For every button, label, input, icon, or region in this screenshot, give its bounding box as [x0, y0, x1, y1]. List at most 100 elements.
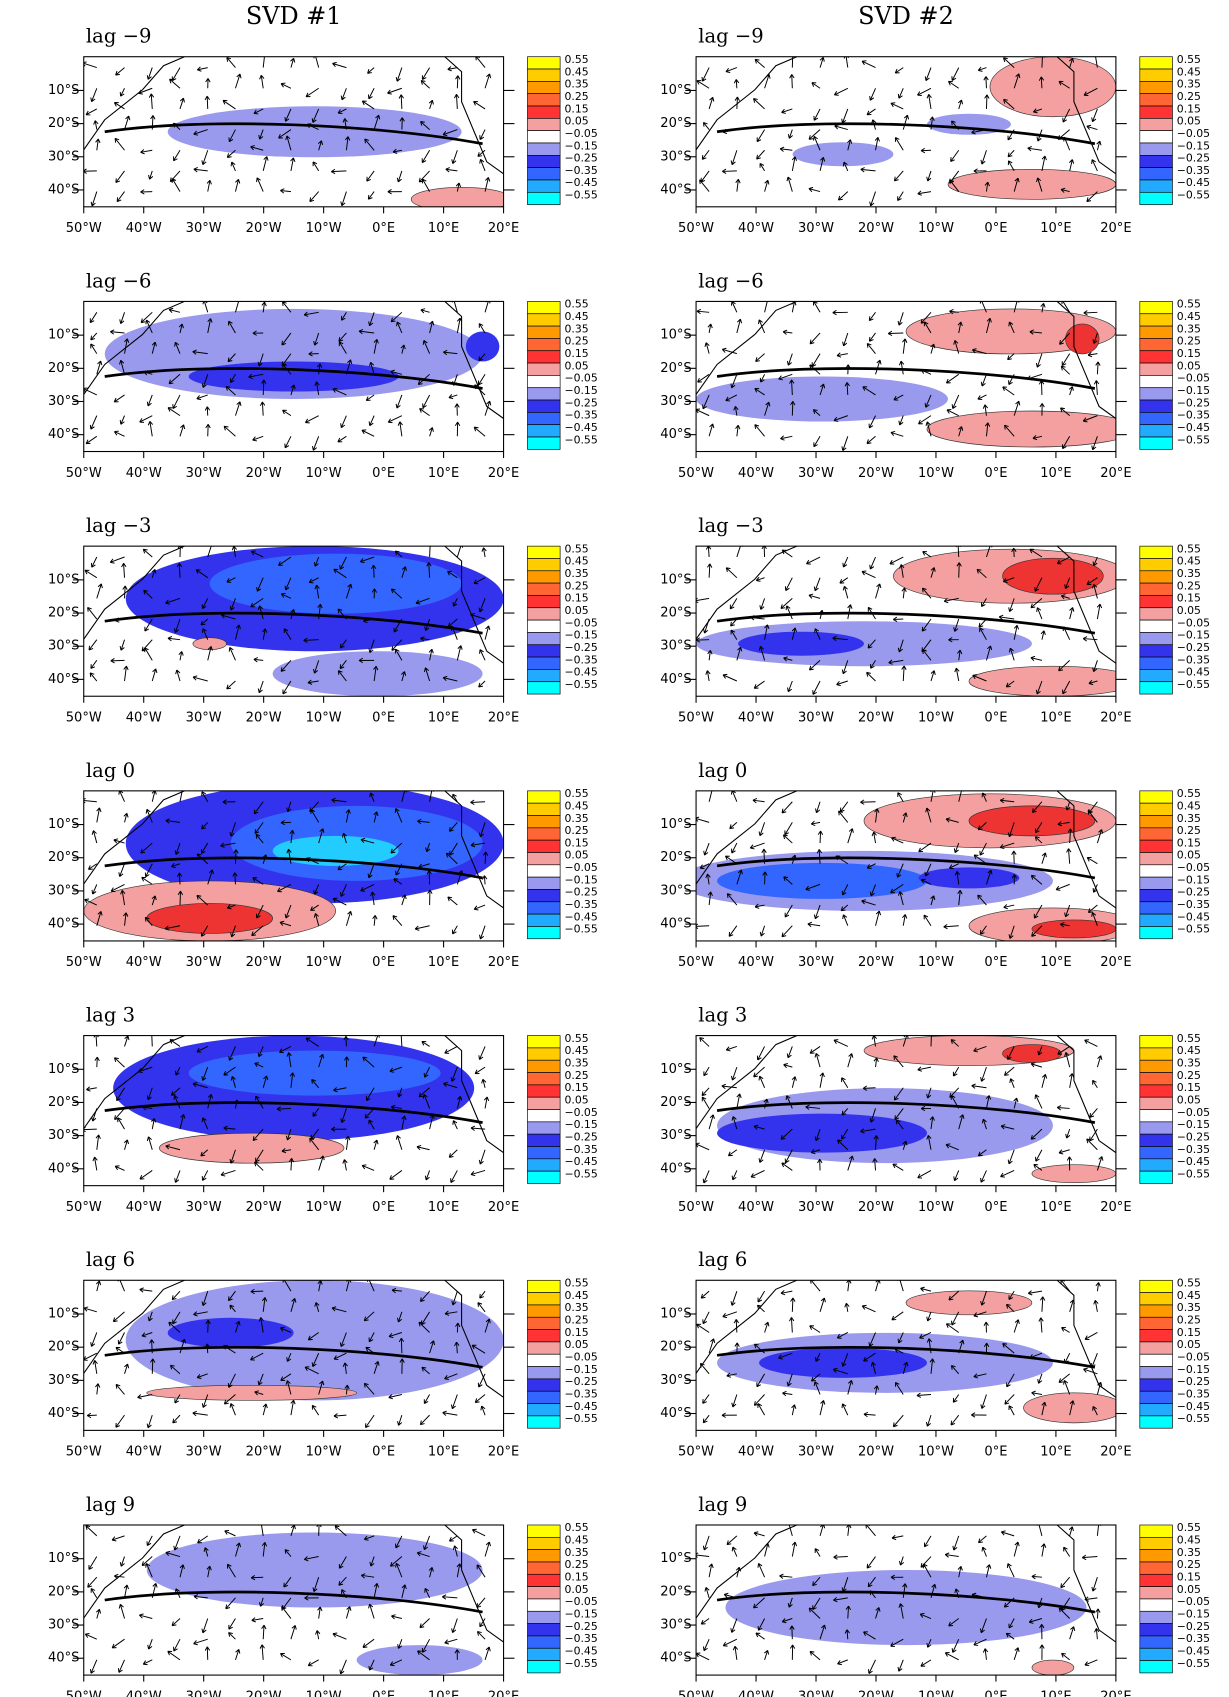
colorbar-label: 0.55 — [1177, 542, 1201, 555]
colorbar-box — [1139, 1378, 1173, 1392]
colorbar-label: −0.15 — [1177, 1118, 1210, 1131]
panel-frame — [83, 1279, 505, 1431]
x-axis-label: 0°E — [984, 710, 1007, 725]
map-content — [83, 301, 504, 451]
wind-arrow — [732, 1645, 739, 1660]
colorbar-label: −0.45 — [564, 1645, 597, 1658]
wind-arrow — [170, 1087, 181, 1096]
wind-arrow — [360, 1573, 375, 1579]
colorbar-label: −0.25 — [1177, 396, 1210, 409]
wind-arrow — [124, 1363, 130, 1374]
wind-arrow — [861, 899, 876, 906]
wind-arrow — [758, 822, 766, 837]
wind-arrow — [1009, 1078, 1015, 1088]
x-axis-label: 50°W — [678, 1445, 714, 1460]
wind-arrow — [753, 1531, 765, 1537]
wind-arrow — [979, 842, 987, 856]
wind-arrow — [985, 1564, 992, 1578]
wind-arrow — [1084, 1039, 1098, 1047]
wind-arrow — [890, 1574, 904, 1580]
wind-arrow — [757, 1618, 766, 1631]
wind-arrow — [365, 1414, 375, 1429]
colorbar-box — [1139, 545, 1173, 559]
wind-arrow — [85, 435, 98, 445]
wind-arrow — [262, 628, 268, 640]
colorbar-box — [1139, 876, 1173, 890]
y-axis-label: 20°S — [48, 116, 79, 131]
wind-arrow — [124, 115, 131, 130]
wind-arrow — [258, 129, 264, 140]
colorbar-label: 0.55 — [1177, 53, 1201, 66]
wind-arrow — [96, 807, 102, 823]
wind-arrow — [750, 1169, 765, 1178]
wind-arrow — [169, 1364, 181, 1375]
wind-arrow — [1069, 1400, 1075, 1416]
colorbar-box — [527, 558, 561, 572]
wind-arrow — [957, 1565, 963, 1578]
wind-arrow — [1031, 1574, 1042, 1580]
wind-arrow — [389, 1659, 403, 1667]
colorbar-box — [1139, 790, 1173, 804]
colorbar-label: 0.35 — [564, 812, 588, 825]
colorbar-box — [527, 570, 561, 584]
wind-arrow — [95, 1383, 101, 1395]
wind-arrow — [985, 317, 992, 334]
wind-arrow — [222, 99, 236, 110]
colorbar-label: −0.25 — [1177, 1130, 1210, 1143]
wind-arrow — [736, 318, 743, 334]
y-axis-label: 40°S — [48, 427, 79, 442]
wind-arrow — [203, 1547, 209, 1557]
wind-arrow — [787, 1597, 793, 1608]
colorbar-label: 0.55 — [1177, 1521, 1201, 1534]
x-axis-label: 0°E — [984, 221, 1007, 236]
y-axis-label: 40°S — [48, 1651, 79, 1666]
wind-arrow — [445, 852, 458, 865]
colorbar-label: 0.45 — [564, 799, 588, 812]
wind-arrow — [175, 669, 181, 682]
wind-arrow — [1003, 98, 1015, 110]
wind-arrow — [363, 1311, 375, 1322]
colorbar-label: −0.35 — [564, 653, 597, 666]
colorbar-box — [1139, 644, 1173, 658]
wind-arrow — [115, 67, 125, 76]
y-axis-label: 10°S — [660, 1551, 691, 1566]
wind-arrow — [1063, 1379, 1071, 1395]
wind-arrow — [1061, 1327, 1070, 1333]
wind-arrow — [179, 424, 186, 437]
colorbar-label: 0.35 — [1177, 322, 1201, 335]
wind-arrow — [250, 145, 264, 151]
wind-arrow — [810, 1149, 821, 1155]
wind-arrow — [313, 660, 320, 674]
colorbar-box — [527, 644, 561, 658]
wind-arrow — [898, 360, 905, 375]
wind-arrow — [1038, 76, 1045, 89]
wind-arrow — [1060, 594, 1070, 600]
colorbar-box — [527, 790, 561, 804]
wind-arrow — [1086, 124, 1098, 131]
wind-arrow — [456, 546, 464, 558]
wind-arrow — [816, 849, 823, 864]
wind-arrow — [894, 67, 904, 74]
wind-arrow — [1040, 1543, 1047, 1557]
colorbar-box — [527, 681, 561, 695]
wind-arrow — [781, 549, 793, 558]
y-axis-label: 10°S — [48, 572, 79, 587]
wind-arrow — [902, 114, 910, 130]
wind-arrow — [312, 436, 320, 451]
wind-arrow — [314, 381, 320, 396]
wind-arrow — [171, 178, 181, 192]
colorbar-box — [527, 167, 561, 181]
y-axis-label: 10°S — [48, 1062, 79, 1077]
wind-arrow — [345, 910, 353, 926]
wind-arrow — [866, 1556, 876, 1569]
colorbar-label: 0.45 — [564, 1534, 588, 1547]
wind-arrow — [868, 1332, 876, 1347]
zero-contour — [104, 1101, 483, 1124]
wind-arrow — [229, 1304, 236, 1313]
wind-arrow — [815, 801, 821, 814]
colorbar-box — [1139, 338, 1173, 352]
colorbar-label: 0.45 — [1177, 1534, 1201, 1547]
colorbar-label: 0.25 — [1177, 1558, 1201, 1571]
wind-arrow — [117, 1332, 125, 1345]
wind-arrow — [863, 1411, 876, 1418]
